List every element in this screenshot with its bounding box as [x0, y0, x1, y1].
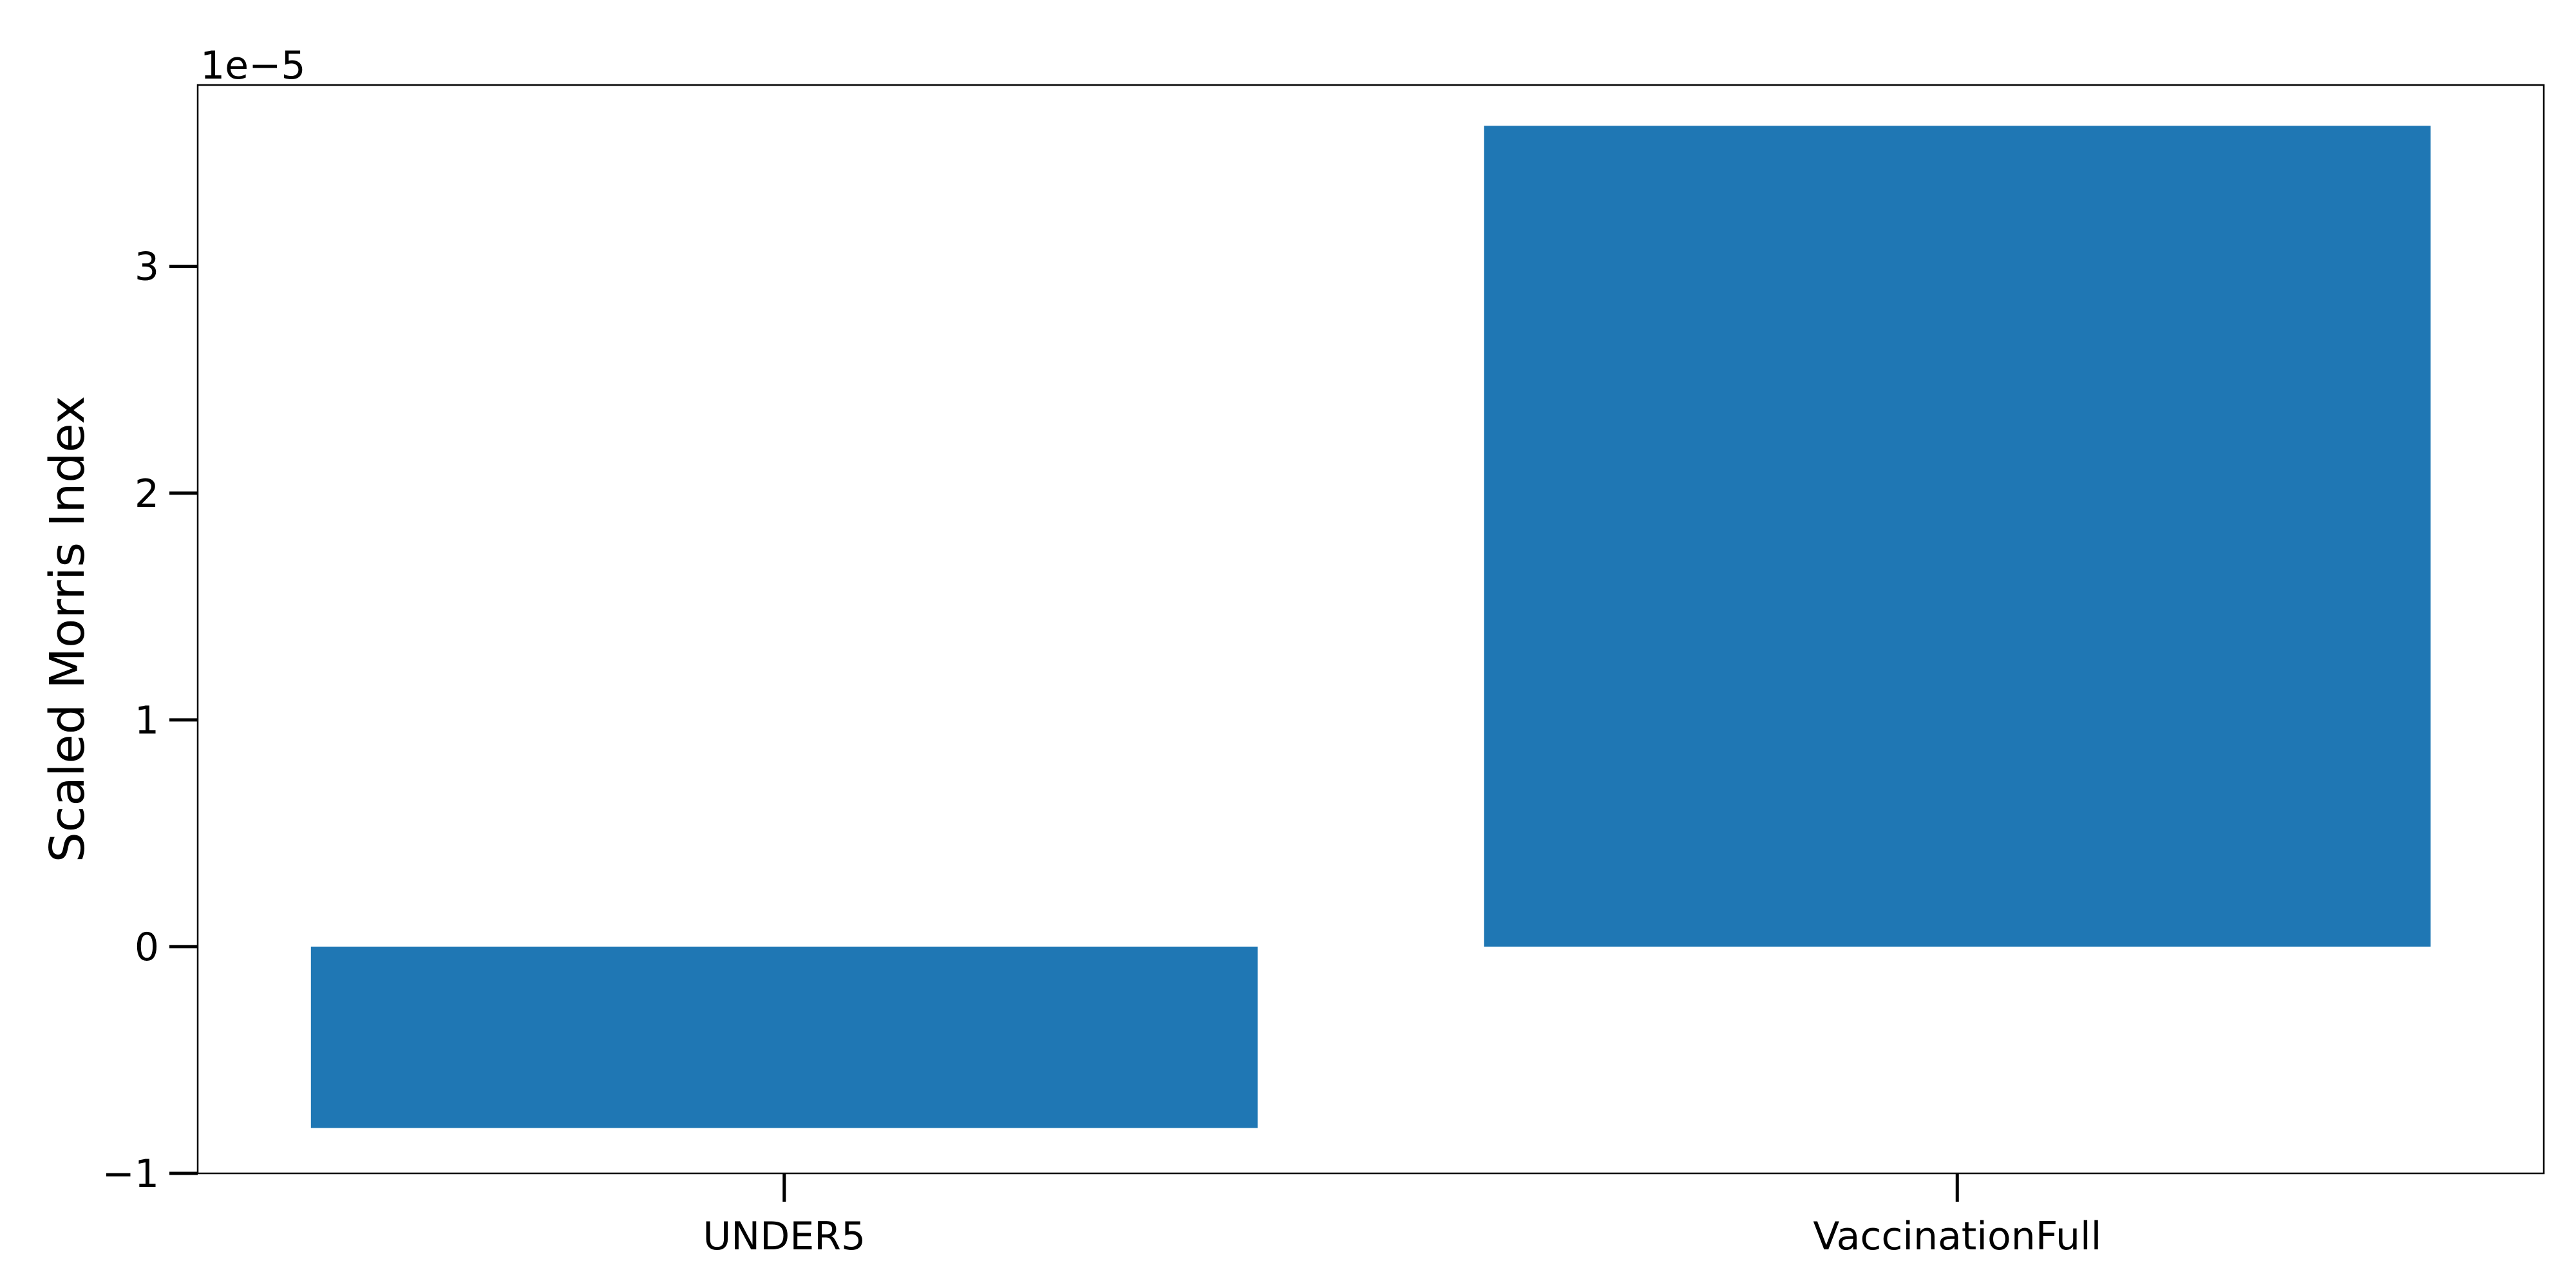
y-axis-label: Scaled Morris Index [40, 396, 95, 863]
bars-group [310, 126, 2431, 1128]
y-tick-label: 1 [135, 698, 159, 743]
y-offset-label: 1e−5 [200, 43, 306, 88]
plot-frame [196, 84, 2545, 1175]
y-tick-label: 2 [135, 471, 159, 516]
x-axis: UNDER5 VaccinationFull [703, 1173, 2101, 1259]
y-tick-label: −1 [102, 1151, 159, 1197]
y-tick-label: 0 [135, 925, 159, 970]
bar-vaccinationfull [1484, 126, 2431, 947]
bar-under5 [310, 946, 1258, 1128]
y-tick-label: 3 [135, 245, 159, 290]
x-tick-label: UNDER5 [703, 1214, 866, 1259]
x-tick-label: VaccinationFull [1813, 1214, 2101, 1259]
y-axis: −1 0 1 2 3 [102, 245, 198, 1197]
